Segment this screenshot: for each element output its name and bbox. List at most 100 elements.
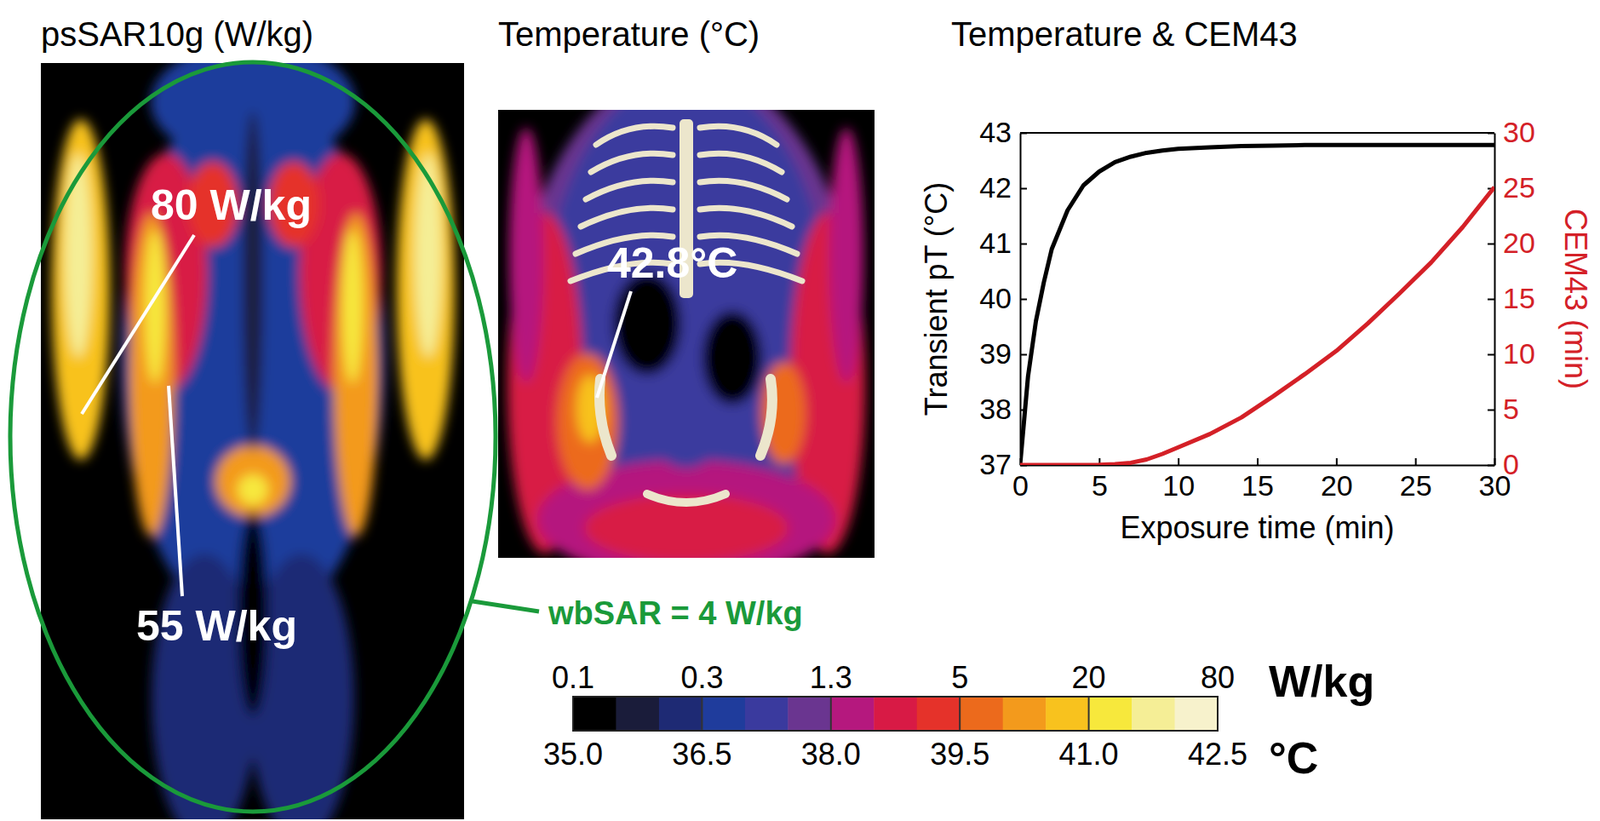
rib (699, 153, 782, 173)
colorbar-frame (573, 696, 1218, 731)
tick-label: 35.0 (543, 736, 603, 772)
tick: 37 (979, 447, 1027, 481)
tick-mark (700, 696, 703, 731)
panel-title: psSAR10g (W/kg) (40, 15, 314, 53)
tick: 10 (1487, 337, 1536, 370)
colorbar-segment (1131, 696, 1176, 731)
axis-title: Exposure time (min) (1119, 510, 1394, 545)
tick-mark (1487, 354, 1495, 356)
tick: 42 (979, 171, 1027, 204)
tick-label: 36.5 (671, 736, 732, 772)
tick-mark (958, 696, 961, 731)
chart-title: Temperature & CEM43 (951, 15, 1298, 53)
heat-region (509, 127, 544, 384)
heat-region (64, 153, 92, 358)
tick-label: 37 (979, 447, 1012, 481)
rib (585, 180, 673, 200)
tick-label: 30 (1502, 115, 1536, 149)
unit-label: °C (1268, 733, 1319, 783)
colorbar-segment (1175, 696, 1219, 731)
heat-region (584, 493, 789, 558)
plot-lines (1020, 144, 1495, 465)
tick: 20 (1487, 226, 1536, 259)
colorbar-segment (1089, 696, 1133, 731)
heat-region (761, 361, 806, 465)
unit-label: W/kg (1268, 656, 1375, 706)
tick-mark (1415, 458, 1417, 465)
heat-region (829, 127, 864, 384)
colorbar: 35.036.538.039.541.042.50.10.31.352080W/… (543, 656, 1375, 783)
axis-title: CEM43 (min) (1558, 208, 1594, 390)
heat-region (333, 212, 379, 537)
annotation: 55 W/kg (136, 602, 298, 650)
tick-label: 25 (1399, 469, 1433, 502)
tick: 0 (1487, 447, 1520, 481)
tick: 20 (1320, 458, 1354, 502)
bones (570, 119, 803, 503)
rib (699, 207, 792, 227)
rib (596, 126, 673, 145)
hip-bone (760, 378, 773, 456)
heat-region (702, 310, 763, 405)
tick-mark (1177, 458, 1180, 465)
pelvis (647, 493, 726, 503)
heat-region (556, 353, 619, 490)
tick-label: 80 (1200, 659, 1235, 695)
tick-mark (1020, 188, 1027, 190)
tick-mark (1487, 243, 1495, 246)
series-line (1020, 187, 1495, 465)
tick-label: 41.0 (1059, 736, 1119, 772)
tick-label: 20 (1502, 226, 1536, 259)
colorbar-segment (787, 696, 832, 731)
hip-bone (599, 378, 612, 456)
heat-region (342, 229, 363, 384)
tick-label: 5 (1502, 392, 1520, 425)
temperature-image (498, 109, 875, 558)
colorbar-segment (573, 696, 617, 731)
rib (699, 180, 787, 200)
tick-label: 1.3 (809, 659, 853, 695)
tick: 10 (1162, 458, 1195, 502)
tick-label: 43 (979, 115, 1012, 149)
rib (699, 126, 777, 145)
whole-body-label: wbSAR = 4 W/kg (547, 595, 803, 631)
axis-title: Transient pT (°C) (918, 182, 954, 416)
colorbar-segment (1045, 696, 1090, 731)
tick-label: 0.1 (551, 659, 595, 695)
tick: 43 (979, 115, 1027, 149)
tick-label: 0 (1502, 447, 1520, 481)
annotation: 42.8°C (607, 239, 738, 287)
tick-label: 38 (979, 392, 1012, 425)
tick-label: 10 (1162, 469, 1195, 502)
tick-mark (1020, 298, 1027, 301)
tick-label: 42.5 (1187, 736, 1248, 772)
tick: 38 (979, 392, 1027, 425)
tick-label: 5 (1091, 469, 1108, 502)
tick: 41 (979, 226, 1027, 259)
tick-label: 5 (951, 659, 969, 695)
tick-label: 0.3 (680, 659, 723, 695)
tick-mark (1020, 354, 1027, 356)
tick-label: 15 (1502, 281, 1536, 315)
colorbar-segment (1003, 696, 1047, 731)
tick-label: 39 (979, 337, 1012, 370)
tick: 25 (1399, 458, 1433, 502)
tick-label: 38.0 (801, 736, 861, 772)
leader-line (596, 291, 631, 398)
tick-label: 15 (1241, 469, 1274, 502)
heat-region (237, 474, 269, 505)
leader-line (168, 385, 183, 597)
rib (590, 153, 673, 173)
plot-frame (1020, 131, 1495, 134)
tick-mark (1487, 298, 1495, 301)
colorbar-segment (831, 696, 875, 731)
heat-region (242, 110, 264, 452)
heat-region (613, 272, 682, 375)
tick-label: 40 (979, 281, 1012, 315)
tick-label: 41 (979, 226, 1012, 259)
colorbar-segment (959, 696, 1004, 731)
panel-title: Temperature (°C) (498, 15, 760, 53)
tick: 30 (1487, 115, 1536, 149)
colorbar-segment (745, 696, 789, 731)
whole-body-outline (10, 62, 496, 812)
